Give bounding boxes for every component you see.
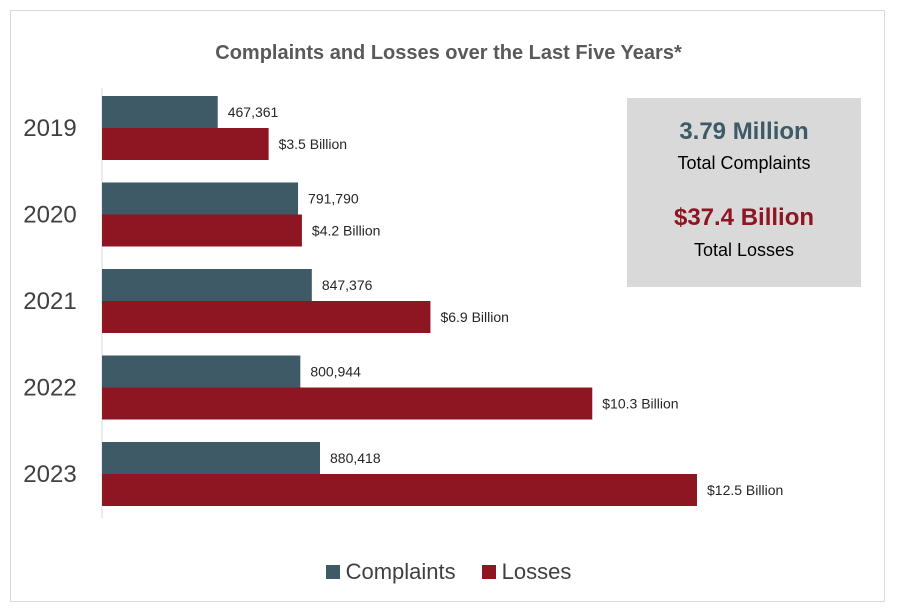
data-label-losses: $4.2 Billion (312, 223, 381, 239)
data-label-complaints: 847,376 (322, 277, 373, 293)
bar-complaints (102, 355, 301, 388)
y-tick-label: 2022 (23, 375, 76, 402)
bar-complaints (102, 442, 320, 474)
legend-swatch-losses (481, 565, 496, 579)
y-tick-label: 2021 (23, 288, 76, 315)
y-tick-label: 2020 (23, 202, 76, 229)
legend-label-losses: Losses (501, 559, 572, 584)
data-label-complaints: 880,418 (330, 450, 381, 466)
total-complaints-label: Total Complaints (677, 153, 811, 173)
bar-complaints (102, 96, 218, 128)
data-label-complaints: 467,361 (228, 104, 279, 120)
total-complaints-value: 3.79 Million (679, 118, 809, 145)
data-label-losses: $10.3 Billion (602, 396, 678, 412)
total-losses-value: $37.4 Billion (673, 204, 815, 231)
chart-legend: Complaints Losses (0, 559, 897, 585)
legend-item-complaints: Complaints (325, 559, 456, 585)
bar-losses (102, 301, 431, 333)
data-label-losses: $6.9 Billion (440, 309, 509, 325)
bar-losses (102, 214, 302, 247)
summary-box: 3.79 Million Total Complaints $37.4 Bill… (627, 98, 861, 287)
y-tick-label: 2019 (23, 115, 76, 142)
data-label-losses: $12.5 Billion (707, 482, 783, 498)
chart-title: Complaints and Losses over the Last Five… (215, 42, 682, 64)
bar-complaints (102, 182, 299, 215)
data-label-losses: $3.5 Billion (279, 136, 348, 152)
bar-complaints (102, 269, 312, 301)
data-label-complaints: 791,790 (308, 191, 359, 207)
y-tick-label: 2023 (23, 461, 76, 488)
bar-losses (102, 474, 697, 506)
total-losses-label: Total Losses (693, 240, 795, 260)
bar-losses (102, 128, 269, 160)
bar-losses (102, 387, 593, 420)
legend-swatch-complaints (325, 565, 340, 579)
legend-label-complaints: Complaints (345, 559, 456, 584)
data-label-complaints: 800,944 (310, 364, 361, 380)
legend-item-losses: Losses (481, 559, 572, 585)
